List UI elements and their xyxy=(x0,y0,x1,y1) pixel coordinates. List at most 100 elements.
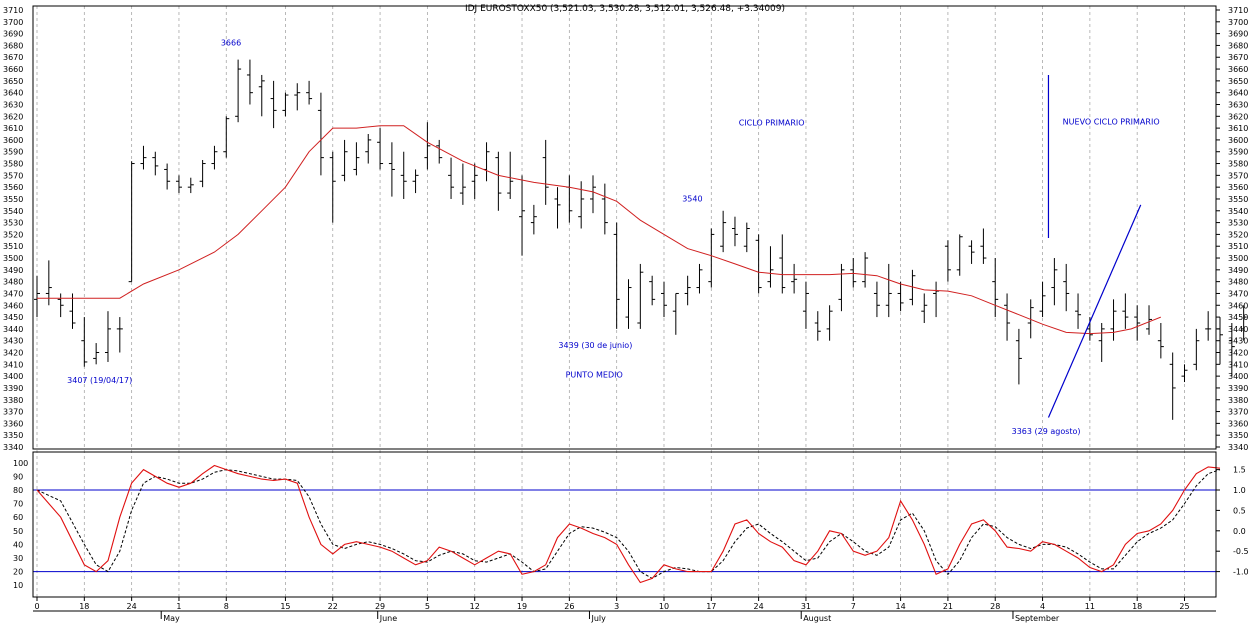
osc-tick-label-right: -0.5 xyxy=(1233,547,1249,556)
price-tick-label-left: 3680 xyxy=(3,41,23,50)
price-tick-label-right: 3580 xyxy=(1228,160,1248,169)
x-tick-label: 29 xyxy=(375,602,385,611)
price-tick-label-right: 3530 xyxy=(1228,219,1248,228)
price-tick-label-left: 3690 xyxy=(3,30,23,39)
x-tick-label: 21 xyxy=(943,602,953,611)
osc-tick-label-right: 1.0 xyxy=(1233,486,1246,495)
price-tick-label-right: 3480 xyxy=(1228,278,1248,287)
price-tick-label-left: 3400 xyxy=(3,372,23,381)
x-tick-label: 1 xyxy=(176,602,181,611)
oscillator-fast-line xyxy=(36,464,1221,584)
chart-title: IDJ EUROSTOXX50 (3,521.03, 3,530.28, 3,5… xyxy=(465,4,785,14)
price-tick-label-right: 3560 xyxy=(1228,183,1248,192)
price-tick-label-left: 3590 xyxy=(3,148,23,157)
osc-tick-label-right: -1.0 xyxy=(1233,568,1249,577)
price-tick-label-right: 3460 xyxy=(1228,301,1248,310)
osc-tick-label-left: 30 xyxy=(13,554,23,563)
annotation-label: 3439 (30 de junio) xyxy=(558,341,632,350)
price-tick-label-left: 3460 xyxy=(3,301,23,310)
price-tick-label-left: 3360 xyxy=(3,419,23,428)
annotation-label: 3666 xyxy=(221,38,241,47)
osc-tick-label-left: 100 xyxy=(13,459,28,468)
x-tick-label: 5 xyxy=(425,602,430,611)
annotation-label: 3363 (29 agosto) xyxy=(1012,427,1081,436)
price-tick-label-right: 3370 xyxy=(1228,408,1248,417)
x-tick-label: 24 xyxy=(127,602,137,611)
osc-tick-label-left: 50 xyxy=(13,527,23,536)
x-tick-label: 11 xyxy=(1085,602,1095,611)
x-tick-label: 26 xyxy=(564,602,574,611)
month-label: May xyxy=(163,614,180,623)
price-tick-label-left: 3470 xyxy=(3,289,23,298)
price-tick-label-left: 3510 xyxy=(3,242,23,251)
trendline xyxy=(1047,204,1142,418)
x-tick-label: 12 xyxy=(470,602,480,611)
price-tick-label-left: 3550 xyxy=(3,195,23,204)
price-tick-label-left: 3350 xyxy=(3,431,23,440)
price-tick-label-left: 3560 xyxy=(3,183,23,192)
price-tick-label-left: 3630 xyxy=(3,100,23,109)
x-tick-label: 0 xyxy=(34,602,39,611)
price-tick-label-right: 3380 xyxy=(1228,396,1248,405)
osc-tick-label-left: 20 xyxy=(13,568,23,577)
month-label: August xyxy=(803,614,831,623)
price-tick-label-right: 3710 xyxy=(1228,6,1248,15)
x-tick-label: 17 xyxy=(706,602,716,611)
price-tick-label-left: 3480 xyxy=(3,278,23,287)
price-tick-label-left: 3570 xyxy=(3,171,23,180)
price-tick-label-right: 3350 xyxy=(1228,431,1248,440)
price-panel: 3666 3407 (19/04/17) 3439 (30 de junio) PUN… xyxy=(34,38,1247,436)
x-tick-label: 14 xyxy=(895,602,905,611)
x-tick-label: 7 xyxy=(851,602,856,611)
osc-tick-label-left: 60 xyxy=(13,513,23,522)
price-tick-label-right: 3660 xyxy=(1228,65,1248,74)
price-tick-label-right: 3670 xyxy=(1228,53,1248,62)
price-tick-label-right: 3390 xyxy=(1228,384,1248,393)
price-tick-label-left: 3390 xyxy=(3,384,23,393)
price-tick-label-right: 3680 xyxy=(1228,41,1248,50)
price-tick-label-right: 3420 xyxy=(1228,349,1248,358)
price-tick-label-left: 3490 xyxy=(3,266,23,275)
osc-tick-label-left: 10 xyxy=(13,581,23,590)
price-tick-label-left: 3620 xyxy=(3,112,23,121)
price-tick-label-right: 3490 xyxy=(1228,266,1248,275)
month-label: September xyxy=(1015,614,1060,623)
price-tick-label-right: 3650 xyxy=(1228,77,1248,86)
price-tick-label-left: 3410 xyxy=(3,360,23,369)
price-tick-label-left: 3420 xyxy=(3,349,23,358)
price-tick-label-left: 3580 xyxy=(3,160,23,169)
x-tick-label: 25 xyxy=(1179,602,1189,611)
price-tick-label-right: 3470 xyxy=(1228,289,1248,298)
x-tick-label: 10 xyxy=(659,602,669,611)
price-tick-label-left: 3520 xyxy=(3,230,23,239)
annotation-label: CICLO PRIMARIO xyxy=(739,119,805,128)
price-tick-label-right: 3440 xyxy=(1228,325,1248,334)
price-tick-label-right: 3610 xyxy=(1228,124,1248,133)
price-tick-label-left: 3650 xyxy=(3,77,23,86)
x-tick-label: 15 xyxy=(280,602,290,611)
price-tick-label-left: 3640 xyxy=(3,89,23,98)
oscillator-panel-frame xyxy=(32,451,1217,598)
price-tick-label-right: 3450 xyxy=(1228,313,1248,322)
price-tick-label-left: 3700 xyxy=(3,18,23,27)
price-tick-label-left: 3540 xyxy=(3,207,23,216)
month-label: June xyxy=(379,614,398,623)
price-tick-label-left: 3670 xyxy=(3,53,23,62)
price-tick-label-right: 3340 xyxy=(1228,443,1248,452)
moving-average-line xyxy=(37,125,1161,335)
price-tick-label-right: 3690 xyxy=(1228,30,1248,39)
osc-tick-label-left: 40 xyxy=(13,540,23,549)
price-tick-label-right: 3620 xyxy=(1228,112,1248,121)
x-tick-label: 8 xyxy=(224,602,229,611)
annotation-label: 3540 xyxy=(682,194,702,203)
osc-tick-label-right: 1.5 xyxy=(1233,466,1246,475)
annotation-label: PUNTO MEDIO xyxy=(566,370,623,379)
price-tick-label-left: 3530 xyxy=(3,219,23,228)
price-tick-label-left: 3430 xyxy=(3,337,23,346)
price-panel-frame xyxy=(32,5,1217,450)
x-tick-label: 24 xyxy=(754,602,764,611)
price-tick-label-right: 3540 xyxy=(1228,207,1248,216)
price-tick-label-left: 3610 xyxy=(3,124,23,133)
